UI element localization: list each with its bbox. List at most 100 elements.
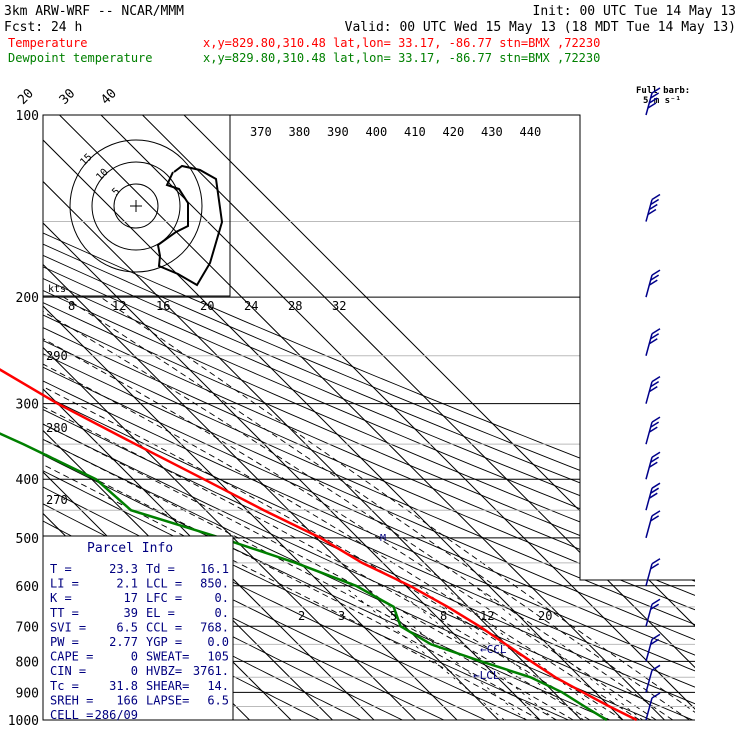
theta-label: 370 [250, 125, 272, 139]
temperature-tick-label: 30 [57, 86, 79, 108]
parcel-row-value: 166 [116, 693, 138, 707]
hodograph-axis-label: 28 [288, 299, 302, 313]
header-model: 3km ARW-WRF -- NCAR/MMM [4, 4, 184, 19]
parcel-row-label: Td = [146, 562, 175, 576]
hodograph-ring-label-5: 5 [110, 186, 122, 198]
header-valid: Valid: 00 UTC Wed 15 May 13 (18 MDT Tue … [345, 20, 736, 35]
theta-label: 270 [46, 493, 68, 507]
parcel-row-label: PW = [50, 635, 79, 649]
parcel-row-label: LFC = [146, 591, 182, 605]
parcel-row-value: 0 [131, 650, 138, 664]
parcel-row-value: 286/09 [95, 708, 138, 722]
parcel-row-value: 31.8 [109, 679, 138, 693]
parcel-row-value: 0 [131, 664, 138, 678]
parcel-row-label: YGP = [146, 635, 182, 649]
wind-barb [646, 329, 660, 356]
hodograph-axis-label: 32 [332, 299, 346, 313]
parcel-row-label: T = [50, 562, 72, 576]
hodograph-axis-label: 20 [200, 299, 214, 313]
m-marker: M [380, 533, 386, 544]
header-init: Init: 00 UTC Tue 14 May 13 [533, 4, 737, 19]
parcel-row-value: 850. [200, 577, 229, 591]
theta-label: 400 [366, 125, 388, 139]
wind-barb [646, 483, 660, 510]
theta-label: 440 [520, 125, 542, 139]
wind-barb [646, 634, 660, 661]
wind-barb [646, 511, 660, 538]
parcel-row-label: LI = [50, 577, 79, 591]
hodograph-units: kts [48, 284, 66, 295]
parcel-row-label: HVBZ= [146, 664, 182, 678]
parcel-row-label: SWEAT= [146, 650, 189, 664]
hodograph-ring-label-10: 10 [94, 167, 110, 183]
parcel-row-label: SREH = [50, 693, 93, 707]
pressure-label: 100 [16, 109, 39, 124]
mixing-ratio-label: 3 [338, 609, 345, 623]
parcel-row-value: 0. [215, 606, 229, 620]
dewpoint-legend-info: x,y=829.80,310.48 lat,lon= 33.17, -86.77… [203, 51, 600, 65]
header-forecast: Fcst: 24 h [4, 20, 82, 35]
parcel-row-label: EL = [146, 606, 175, 620]
wind-barb [646, 270, 660, 297]
dewpoint-legend-label: Dewpoint temperature [8, 51, 153, 65]
pressure-label: 800 [16, 655, 39, 670]
pressure-label: 200 [16, 291, 39, 306]
parcel-row-label: CAPE = [50, 650, 93, 664]
parcel-row-label: LCL = [146, 577, 182, 591]
mixing-ratio-label: 8 [440, 609, 447, 623]
pressure-label: 900 [16, 686, 39, 701]
temperature-tick-label: 20 [15, 86, 37, 108]
theta-label: 380 [289, 125, 311, 139]
ccl-marker: ←CCL [480, 643, 507, 656]
parcel-row-value: 2.77 [109, 635, 138, 649]
parcel-row-label: TT = [50, 606, 79, 620]
theta-label: 420 [443, 125, 465, 139]
parcel-row-label: CELL = [50, 708, 93, 722]
parcel-row-value: 14. [207, 679, 229, 693]
parcel-row-label: SHEAR= [146, 679, 189, 693]
parcel-row-value: 16.1 [200, 562, 229, 576]
wind-barb [646, 417, 660, 444]
pressure-label: 700 [16, 620, 39, 635]
pressure-label: 1000 [8, 714, 39, 729]
parcel-row-value: 17 [124, 591, 138, 605]
theta-label: 430 [481, 125, 503, 139]
parcel-row-value: 6.5 [116, 620, 138, 634]
parcel-row-value: 6.5 [207, 693, 229, 707]
parcel-row-label: Tc = [50, 679, 79, 693]
hodograph-axis-label: 16 [156, 299, 170, 313]
lcl-marker: ←LCL [473, 669, 500, 682]
parcel-row-value: 3761. [193, 664, 229, 678]
parcel-row-label: CCL = [146, 620, 182, 634]
parcel-row-value: 0.0 [207, 635, 229, 649]
theta-label: 390 [327, 125, 349, 139]
theta-label: 290 [46, 349, 68, 363]
wind-barb [646, 452, 660, 479]
parcel-row-value: 23.3 [109, 562, 138, 576]
parcel-row-value: 39 [124, 606, 138, 620]
pressure-labels: 100 200 300 400 500 600 700 800 900 1000 [8, 109, 39, 729]
pressure-label: 300 [16, 398, 39, 413]
temperature-tick-labels: -80-70-60-50-40-30-20-10010203040 [0, 81, 120, 108]
hodograph-ring-label-15: 15 [78, 152, 94, 168]
parcel-row-label: SVI = [50, 620, 86, 634]
hodograph-axis-label: 12 [112, 299, 126, 313]
pressure-label: 500 [16, 532, 39, 547]
hodograph-axis-label: 24 [244, 299, 258, 313]
parcel-row-label: K = [50, 591, 72, 605]
hodograph-inset: kts 5 10 15 [43, 115, 230, 296]
pressure-label: 400 [16, 473, 39, 488]
temperature-legend-label: Temperature [8, 36, 87, 50]
wind-barb [646, 195, 660, 222]
mixing-ratio-label: 20 [538, 609, 552, 623]
parcel-row-value: 768. [200, 620, 229, 634]
isotherm-line [0, 115, 1, 720]
parcel-row-value: 0. [215, 591, 229, 605]
pressure-label: 600 [16, 580, 39, 595]
temperature-legend-info: x,y=829.80,310.48 lat,lon= 33.17, -86.77… [203, 36, 600, 50]
